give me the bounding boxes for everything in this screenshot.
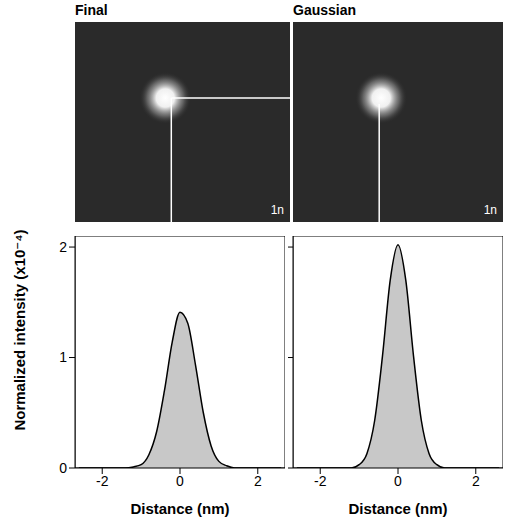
svg-text:2: 2 bbox=[59, 239, 67, 255]
svg-text:1n: 1n bbox=[484, 203, 497, 217]
html-text:Final: Final bbox=[75, 2, 108, 18]
svg-text:1: 1 bbox=[59, 349, 67, 365]
svg-text:2: 2 bbox=[254, 473, 262, 489]
html-text:Gaussian: Gaussian bbox=[293, 2, 356, 18]
svg-text:Distance (nm): Distance (nm) bbox=[130, 500, 229, 517]
html-text:Normalized intensity (x10⁻⁴): Normalized intensity (x10⁻⁴) bbox=[11, 229, 28, 431]
svg-text:-2: -2 bbox=[96, 473, 109, 489]
svg-text:-2: -2 bbox=[314, 473, 327, 489]
svg-text:Distance (nm): Distance (nm) bbox=[348, 500, 447, 517]
svg-text:1n: 1n bbox=[271, 203, 284, 217]
svg-text:0: 0 bbox=[394, 473, 402, 489]
svg-text:0: 0 bbox=[59, 460, 67, 476]
svg-text:2: 2 bbox=[472, 473, 480, 489]
svg-text:0: 0 bbox=[176, 473, 184, 489]
